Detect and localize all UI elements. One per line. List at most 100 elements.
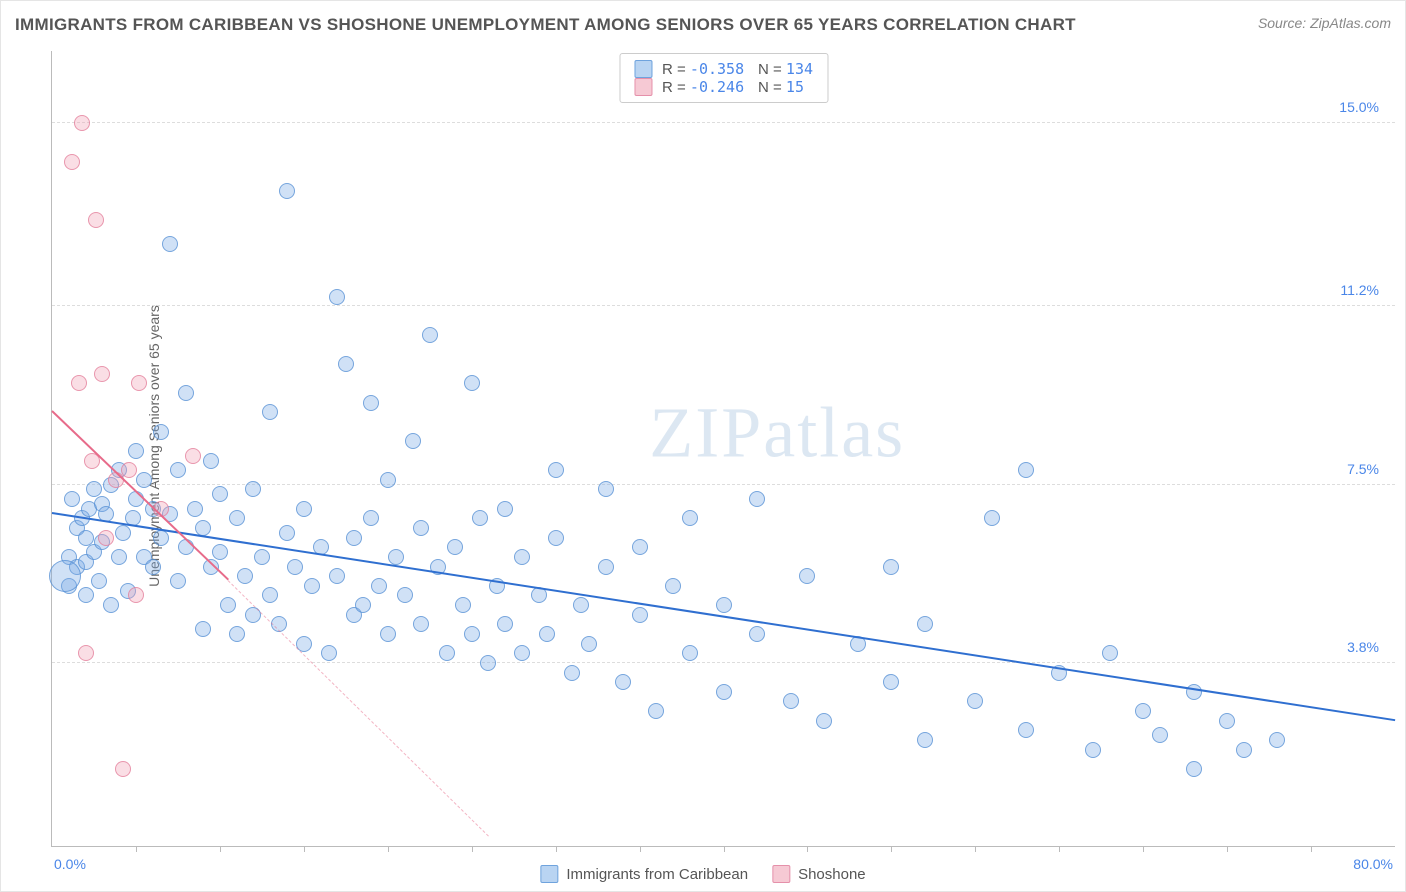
data-point [1085, 742, 1101, 758]
x-tick [1143, 846, 1144, 852]
n-value: 15 [786, 78, 804, 96]
swatch-icon [634, 60, 652, 78]
data-point [380, 472, 396, 488]
n-label: N = 134 [758, 60, 813, 78]
data-point [397, 587, 413, 603]
data-point [203, 453, 219, 469]
legend-item: Immigrants from Caribbean [540, 865, 748, 883]
chart-title: IMMIGRANTS FROM CARIBBEAN VS SHOSHONE UN… [15, 15, 1076, 35]
data-point [1186, 761, 1202, 777]
data-point [371, 578, 387, 594]
data-point [439, 645, 455, 661]
data-point [632, 607, 648, 623]
data-point [363, 395, 379, 411]
gridline [52, 122, 1395, 123]
data-point [716, 597, 732, 613]
data-point [304, 578, 320, 594]
data-point [464, 375, 480, 391]
data-point [883, 559, 899, 575]
data-point [682, 510, 698, 526]
legend-label: Immigrants from Caribbean [566, 866, 748, 883]
data-point [447, 539, 463, 555]
data-point [548, 462, 564, 478]
n-value: 134 [786, 60, 813, 78]
x-min-label: 0.0% [54, 856, 86, 872]
data-point [185, 448, 201, 464]
data-point [799, 568, 815, 584]
data-point [162, 236, 178, 252]
data-point [195, 621, 211, 637]
data-point [598, 559, 614, 575]
data-point [472, 510, 488, 526]
data-point [153, 424, 169, 440]
x-tick [891, 846, 892, 852]
data-point [883, 674, 899, 690]
x-tick [472, 846, 473, 852]
data-point [615, 674, 631, 690]
data-point [380, 626, 396, 642]
data-point [422, 327, 438, 343]
source-attribution: Source: ZipAtlas.com [1258, 15, 1391, 31]
data-point [1152, 727, 1168, 743]
data-point [514, 645, 530, 661]
gridline [52, 305, 1395, 306]
data-point [245, 607, 261, 623]
x-tick [1227, 846, 1228, 852]
data-point [497, 501, 513, 517]
data-point [64, 491, 80, 507]
data-point [1236, 742, 1252, 758]
x-tick [220, 846, 221, 852]
data-point [548, 530, 564, 546]
x-tick [136, 846, 137, 852]
r-label: R = -0.246 [662, 78, 748, 96]
r-value: -0.246 [690, 78, 744, 96]
data-point [71, 375, 87, 391]
data-point [245, 481, 261, 497]
data-point [749, 491, 765, 507]
x-tick [807, 846, 808, 852]
legend-label: Shoshone [798, 866, 866, 883]
data-point [363, 510, 379, 526]
data-point [254, 549, 270, 565]
data-point [598, 481, 614, 497]
data-point [128, 443, 144, 459]
data-point [405, 433, 421, 449]
x-tick [1311, 846, 1312, 852]
data-point [91, 573, 107, 589]
n-label: N = 15 [758, 78, 804, 96]
data-point [514, 549, 530, 565]
data-point [648, 703, 664, 719]
data-point [388, 549, 404, 565]
data-point [329, 568, 345, 584]
data-point [632, 539, 648, 555]
x-max-label: 80.0% [1353, 856, 1393, 872]
data-point [187, 501, 203, 517]
data-point [497, 616, 513, 632]
data-point [413, 520, 429, 536]
x-tick [388, 846, 389, 852]
data-point [98, 530, 114, 546]
data-point [1269, 732, 1285, 748]
data-point [321, 645, 337, 661]
data-point [413, 616, 429, 632]
x-tick [640, 846, 641, 852]
data-point [170, 573, 186, 589]
data-point [121, 462, 137, 478]
y-tick-label: 11.2% [1340, 282, 1379, 298]
data-point [131, 375, 147, 391]
data-point [1186, 684, 1202, 700]
r-label: R = -0.358 [662, 60, 748, 78]
data-point [64, 154, 80, 170]
data-point [464, 626, 480, 642]
data-point [49, 560, 81, 592]
data-point [212, 544, 228, 560]
data-point [816, 713, 832, 729]
data-point [338, 356, 354, 372]
data-point [220, 597, 236, 613]
data-point [78, 530, 94, 546]
data-point [262, 587, 278, 603]
data-point [581, 636, 597, 652]
data-point [262, 404, 278, 420]
data-point [170, 462, 186, 478]
data-point [967, 693, 983, 709]
